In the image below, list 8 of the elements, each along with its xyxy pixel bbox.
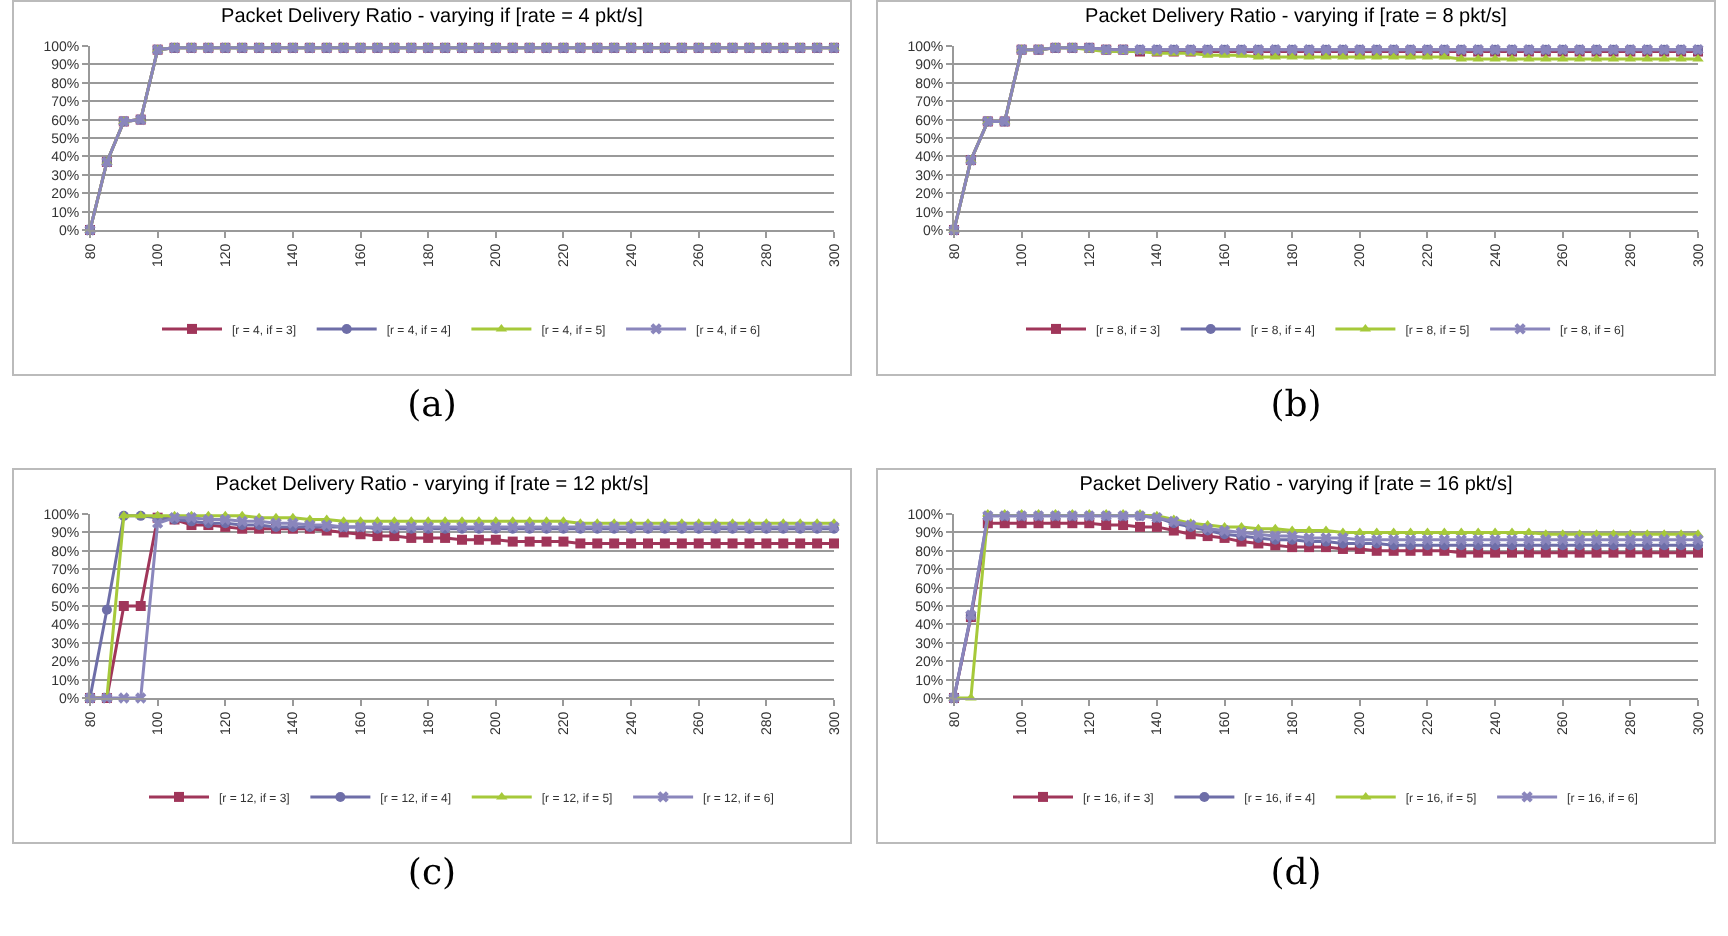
text: (c) [405, 852, 459, 894]
text: (d) [1268, 852, 1324, 894]
chart-title: Packet Delivery Ratio - varying if [rate = 12 pkt/s] [215, 473, 649, 496]
chart-title: Packet Delivery Ratio - varying if [rate = 16 pkt/s] [1079, 473, 1513, 496]
text: (b) [1268, 384, 1324, 426]
text: (a) [405, 384, 459, 426]
chart-title: Packet Delivery Ratio - varying if [rate = 4 pkt/s] [221, 5, 644, 28]
chart-title: Packet Delivery Ratio - varying if [rate = 8 pkt/s] [1085, 5, 1508, 28]
